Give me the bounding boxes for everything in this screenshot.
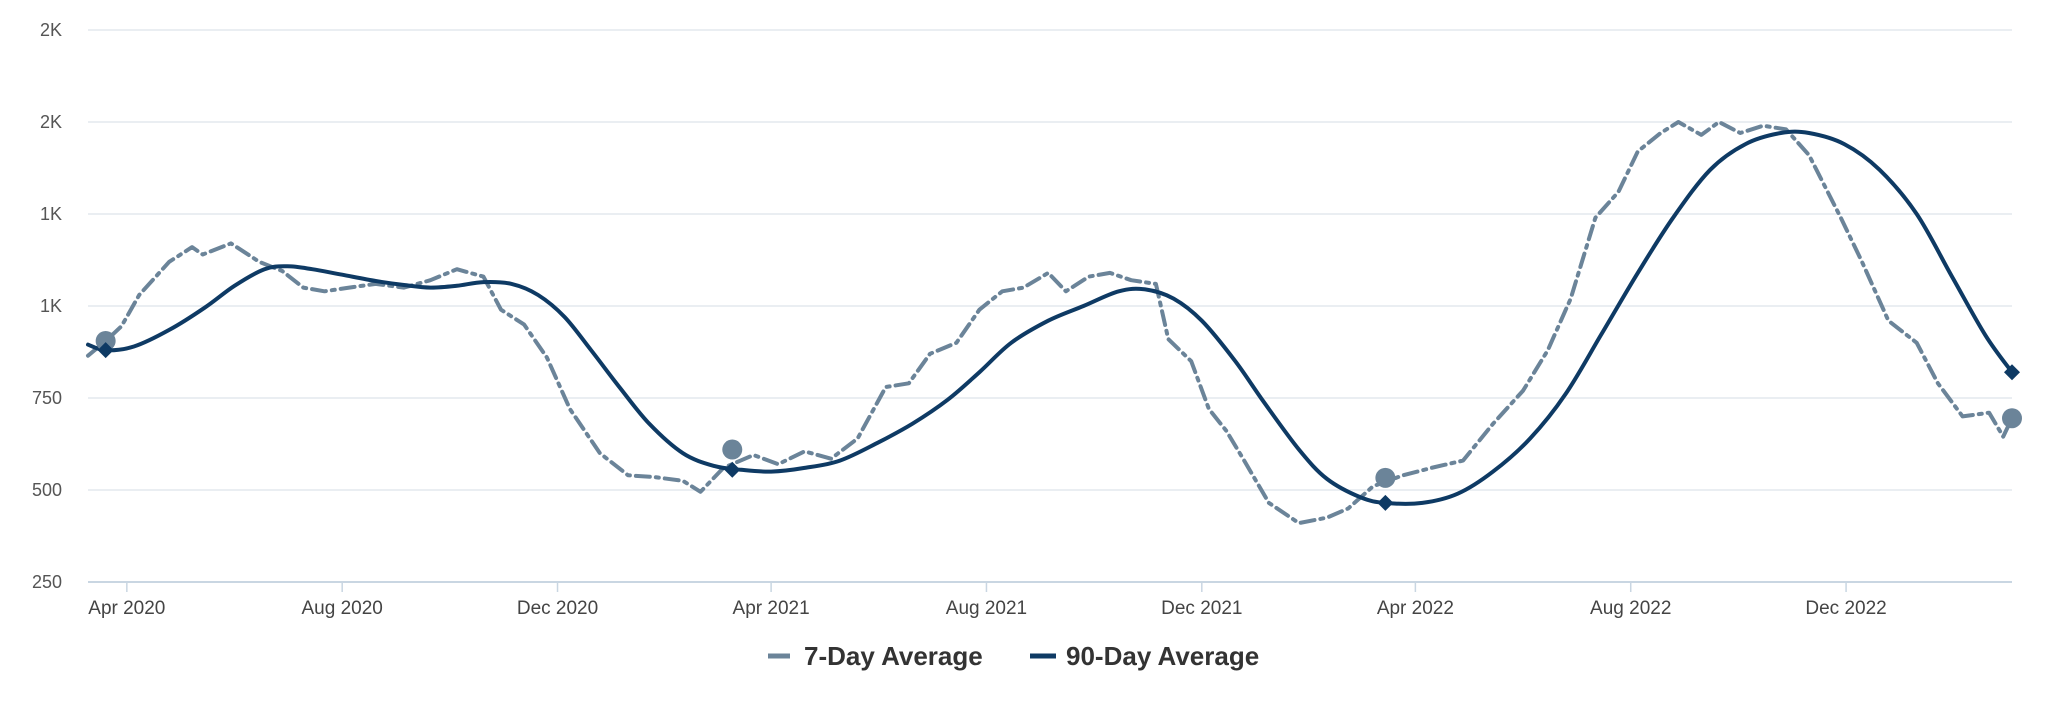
legend-label-7-day-average: 7-Day Average <box>804 641 983 671</box>
x-tick-label: Apr 2022 <box>1377 598 1454 619</box>
marker-group <box>95 330 2022 511</box>
x-tick-label: Dec 2022 <box>1805 598 1886 619</box>
legend-item-7-day-average[interactable]: 7-Day Average <box>768 641 983 671</box>
data-point-7-day-average <box>2002 408 2022 429</box>
x-axis: Apr 2020 Aug 2020 Dec 2020 Apr 2021 Aug 2021… <box>88 582 1887 619</box>
series-group <box>86 120 2014 526</box>
data-point-90-day-average <box>724 461 741 478</box>
data-point-90-day-average <box>2004 364 2020 381</box>
data-point-7-day-average <box>95 330 116 351</box>
y-tick-label: 1K <box>40 204 62 224</box>
y-tick-label: 2K <box>40 20 62 40</box>
legend-item-90-day-average[interactable]: 90-Day Average <box>1030 641 1259 671</box>
x-tick-label: Aug 2021 <box>946 598 1027 619</box>
y-tick-label: 2K <box>40 112 62 132</box>
x-tick-label: Dec 2020 <box>517 598 598 619</box>
x-tick-label: Dec 2021 <box>1161 598 1242 619</box>
series-line-7-day-average <box>86 120 2014 526</box>
y-tick-label: 1K <box>40 296 62 316</box>
grid-lines <box>88 29 2012 583</box>
x-tick-label: Apr 2020 <box>88 598 165 619</box>
legend-label-90-day-average: 90-Day Average <box>1066 641 1259 671</box>
data-point-7-day-average <box>722 439 743 460</box>
x-tick-label: Aug 2020 <box>302 598 383 619</box>
series-line-90-day-average <box>86 129 2014 506</box>
y-axis: 250 500 750 1K 1K 2K 2K <box>32 20 62 592</box>
data-point-7-day-average <box>1375 467 1396 488</box>
legend: 7-Day Average 90-Day Average <box>768 641 1259 671</box>
x-tick-label: Aug 2022 <box>1590 598 1671 619</box>
data-point-90-day-average <box>97 342 114 359</box>
y-tick-label: 750 <box>32 388 62 408</box>
x-tick-label: Apr 2021 <box>733 598 810 619</box>
data-point-90-day-average <box>1377 494 1394 511</box>
y-tick-label: 500 <box>32 480 62 500</box>
y-tick-label: 250 <box>32 572 62 592</box>
